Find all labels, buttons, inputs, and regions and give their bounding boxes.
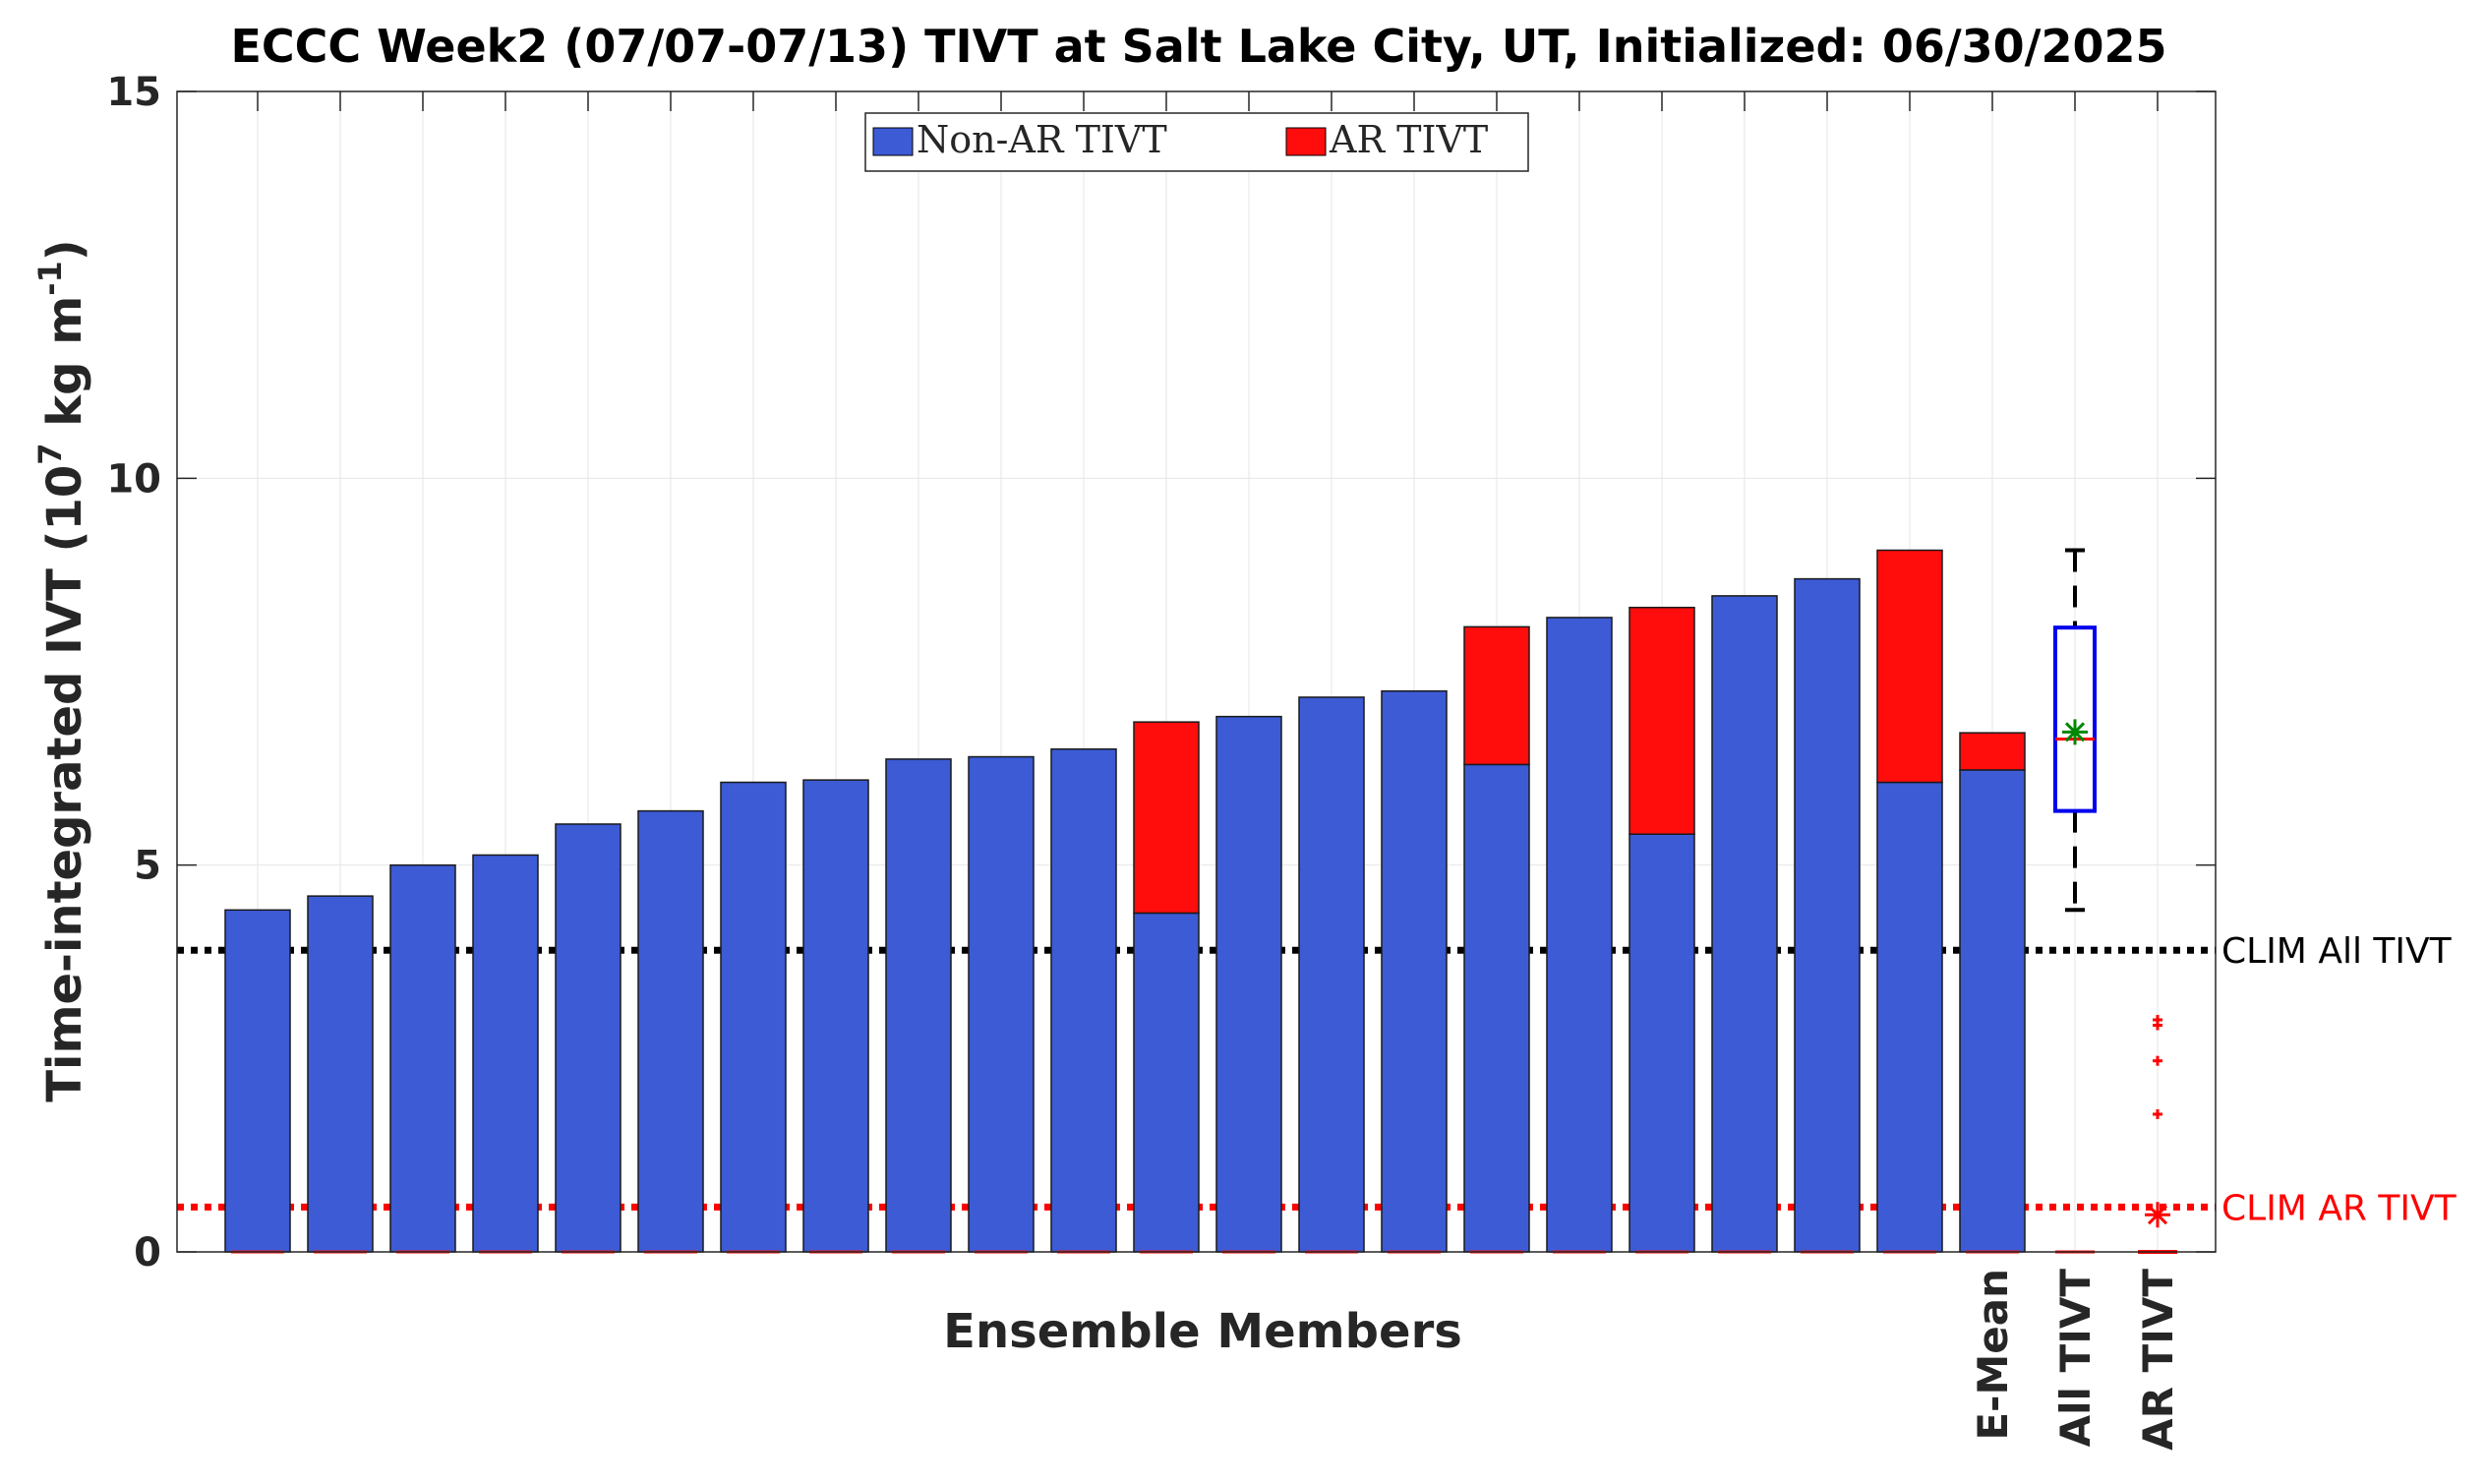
bar-ar xyxy=(1463,625,1530,766)
bar-ar xyxy=(1628,606,1695,835)
y-tick-label: 15 xyxy=(106,70,161,115)
mean-marker-ar-tivt xyxy=(2147,1205,2168,1225)
bar-non-ar xyxy=(1546,617,1613,1253)
chart-title: ECCC Week2 (07/07-07/13) TIVT at Salt La… xyxy=(230,20,2166,73)
category-labels: E-Mean All TIVT AR TIVT xyxy=(1969,1269,2182,1451)
axis-ticks: 0 5 10 15 xyxy=(106,70,2216,1276)
bar-non-ar xyxy=(1711,595,1778,1253)
box-all-tivt xyxy=(2053,625,2097,813)
bar-non-ar xyxy=(1794,577,1861,1253)
bar-non-ar xyxy=(472,854,539,1253)
bar-ar xyxy=(1959,732,2026,771)
category-label-all-tivt: All TIVT xyxy=(2051,1269,2100,1448)
bar-non-ar xyxy=(1215,715,1282,1253)
bar-non-ar xyxy=(1463,763,1530,1253)
bar-ar xyxy=(1876,549,1943,784)
x-axis-label: Ensemble Members xyxy=(943,1304,1462,1359)
bar-non-ar xyxy=(1628,833,1695,1253)
y-tick-label: 5 xyxy=(134,844,161,889)
bar-non-ar xyxy=(224,909,291,1253)
category-label-e-mean: E-Mean xyxy=(1969,1269,2017,1441)
bar-non-ar xyxy=(885,758,952,1253)
legend-swatch-non-ar xyxy=(872,127,914,156)
bar-non-ar xyxy=(720,781,787,1253)
legend: Non-AR TIVT AR TIVT xyxy=(864,112,1529,172)
clim-all-tivt-label: CLIM All TIVT xyxy=(2221,931,2453,972)
bar-non-ar xyxy=(968,755,1035,1253)
bar-non-ar xyxy=(802,779,869,1253)
bar-non-ar xyxy=(1050,747,1117,1253)
bar-non-ar xyxy=(555,823,622,1253)
bar-non-ar xyxy=(307,895,374,1253)
y-axis-label: Time-integrated IVT (107 kg m-1) xyxy=(31,239,92,1101)
clim-ar-tivt-label: CLIM AR TIVT xyxy=(2221,1188,2457,1228)
bar-non-ar xyxy=(1133,912,1200,1253)
legend-box xyxy=(864,112,1529,172)
legend-label-ar: AR TIVT xyxy=(1329,118,1488,161)
mean-marker-all-tivt xyxy=(2064,722,2086,742)
legend-swatch-ar xyxy=(1285,127,1327,156)
y-tick-label: 0 xyxy=(134,1230,161,1276)
bar-non-ar xyxy=(637,809,704,1253)
plot-frame xyxy=(176,90,2217,1253)
category-label-ar-tivt: AR TIVT xyxy=(2134,1269,2182,1451)
bar-non-ar xyxy=(389,863,456,1253)
y-tick-label: 10 xyxy=(106,456,161,502)
bar-non-ar xyxy=(1298,696,1365,1253)
bar-non-ar xyxy=(1381,689,1448,1253)
bar-ar xyxy=(1133,721,1200,915)
bar-non-ar xyxy=(1959,769,2026,1253)
legend-label-non-ar: Non-AR TIVT xyxy=(917,118,1167,161)
bar-non-ar xyxy=(1876,781,1943,1253)
